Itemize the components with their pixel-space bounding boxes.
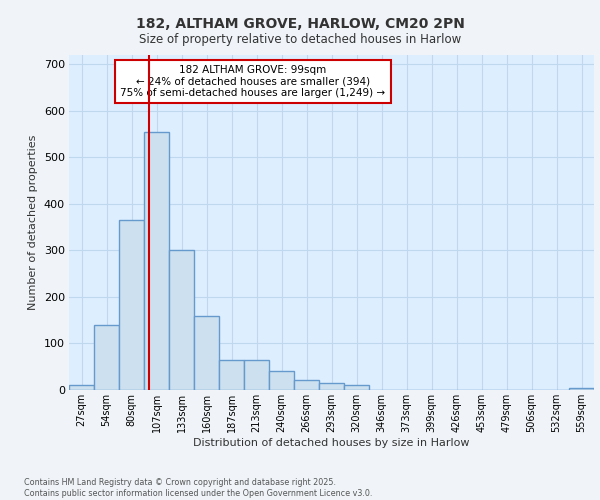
- Bar: [294, 380, 319, 390]
- Bar: [319, 384, 344, 390]
- Bar: [119, 220, 144, 390]
- Bar: [169, 250, 194, 390]
- Text: Contains HM Land Registry data © Crown copyright and database right 2025.
Contai: Contains HM Land Registry data © Crown c…: [24, 478, 373, 498]
- Text: Size of property relative to detached houses in Harlow: Size of property relative to detached ho…: [139, 32, 461, 46]
- Bar: [69, 386, 94, 390]
- Bar: [194, 316, 219, 390]
- X-axis label: Distribution of detached houses by size in Harlow: Distribution of detached houses by size …: [193, 438, 470, 448]
- Bar: [569, 388, 594, 390]
- Text: 182 ALTHAM GROVE: 99sqm
← 24% of detached houses are smaller (394)
75% of semi-d: 182 ALTHAM GROVE: 99sqm ← 24% of detache…: [120, 65, 385, 98]
- Y-axis label: Number of detached properties: Number of detached properties: [28, 135, 38, 310]
- Bar: [144, 132, 169, 390]
- Bar: [94, 325, 119, 390]
- Bar: [344, 386, 369, 390]
- Bar: [244, 360, 269, 390]
- Bar: [269, 372, 294, 390]
- Bar: [219, 360, 244, 390]
- Text: 182, ALTHAM GROVE, HARLOW, CM20 2PN: 182, ALTHAM GROVE, HARLOW, CM20 2PN: [136, 18, 464, 32]
